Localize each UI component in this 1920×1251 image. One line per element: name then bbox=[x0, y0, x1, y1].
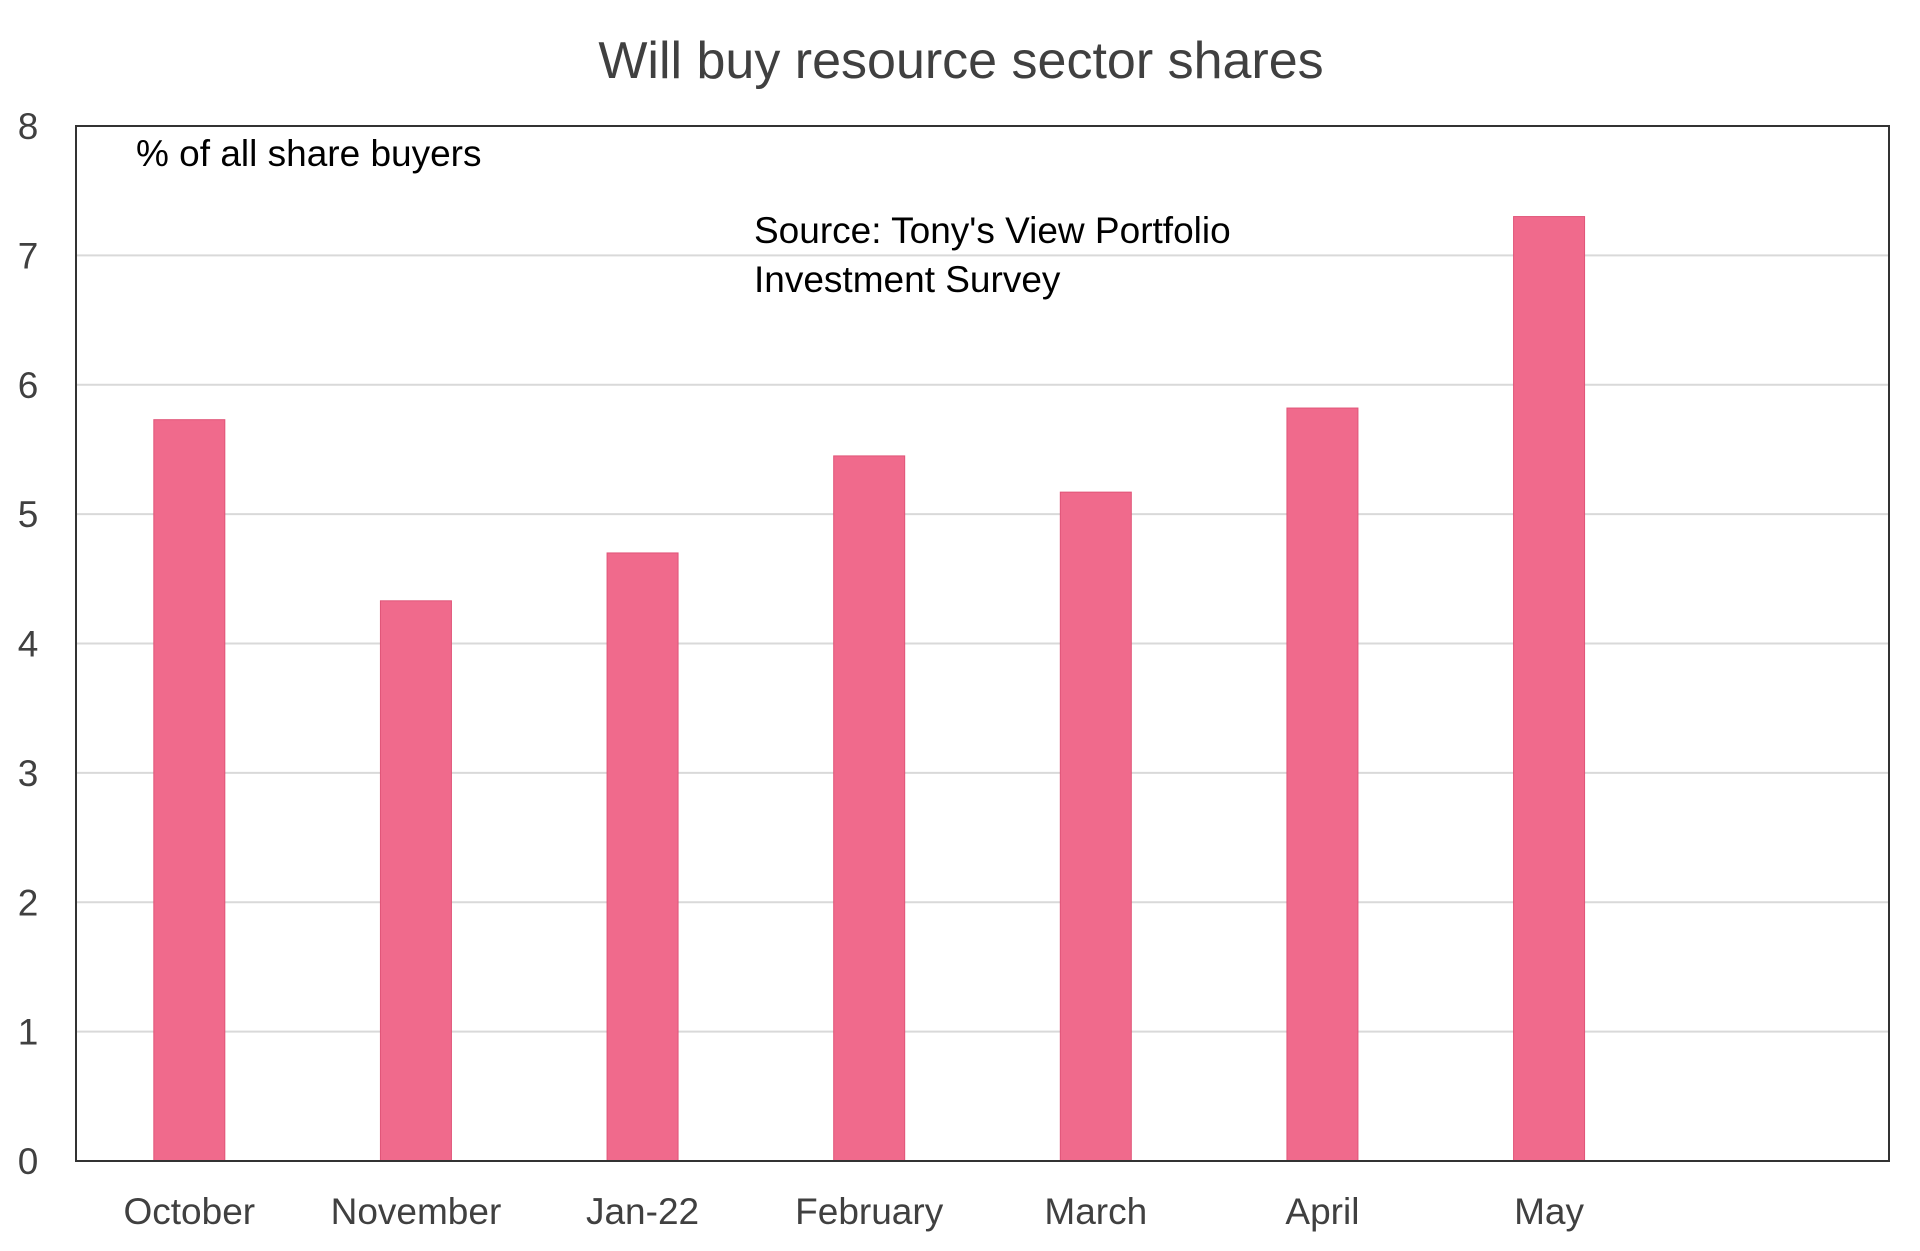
x-tick-label: February bbox=[795, 1191, 944, 1232]
y-tick-label: 8 bbox=[18, 106, 39, 147]
y-tick-label: 2 bbox=[18, 882, 39, 923]
bar-jan-22 bbox=[606, 552, 679, 1162]
x-tick-label: March bbox=[1044, 1191, 1147, 1232]
x-tick-label: April bbox=[1285, 1191, 1359, 1232]
x-tick-label: October bbox=[124, 1191, 256, 1232]
y-tick-label: 6 bbox=[18, 365, 39, 406]
y-tick-label: 1 bbox=[18, 1012, 39, 1053]
y-axis-label: % of all share buyers bbox=[136, 133, 482, 174]
x-tick-label: November bbox=[331, 1191, 502, 1232]
bar-april bbox=[1286, 407, 1359, 1162]
bar-february bbox=[833, 455, 906, 1162]
bar-october bbox=[153, 419, 226, 1162]
source-annotation-line-2: Investment Survey bbox=[754, 259, 1061, 300]
y-tick-label: 5 bbox=[18, 494, 39, 535]
y-tick-label: 0 bbox=[18, 1141, 39, 1182]
bar-may bbox=[1513, 216, 1586, 1162]
plot-frame bbox=[75, 125, 1890, 1162]
y-tick-label: 7 bbox=[18, 235, 39, 276]
bar-november bbox=[379, 600, 452, 1162]
source-annotation-line-1: Source: Tony's View Portfolio bbox=[754, 210, 1231, 251]
y-tick-label: 4 bbox=[18, 624, 39, 665]
y-tick-label: 3 bbox=[18, 753, 39, 794]
x-tick-label: Jan-22 bbox=[586, 1191, 699, 1232]
chart-title: Will buy resource sector shares bbox=[598, 32, 1323, 90]
x-tick-label: May bbox=[1514, 1191, 1584, 1232]
bar-march bbox=[1059, 491, 1132, 1162]
